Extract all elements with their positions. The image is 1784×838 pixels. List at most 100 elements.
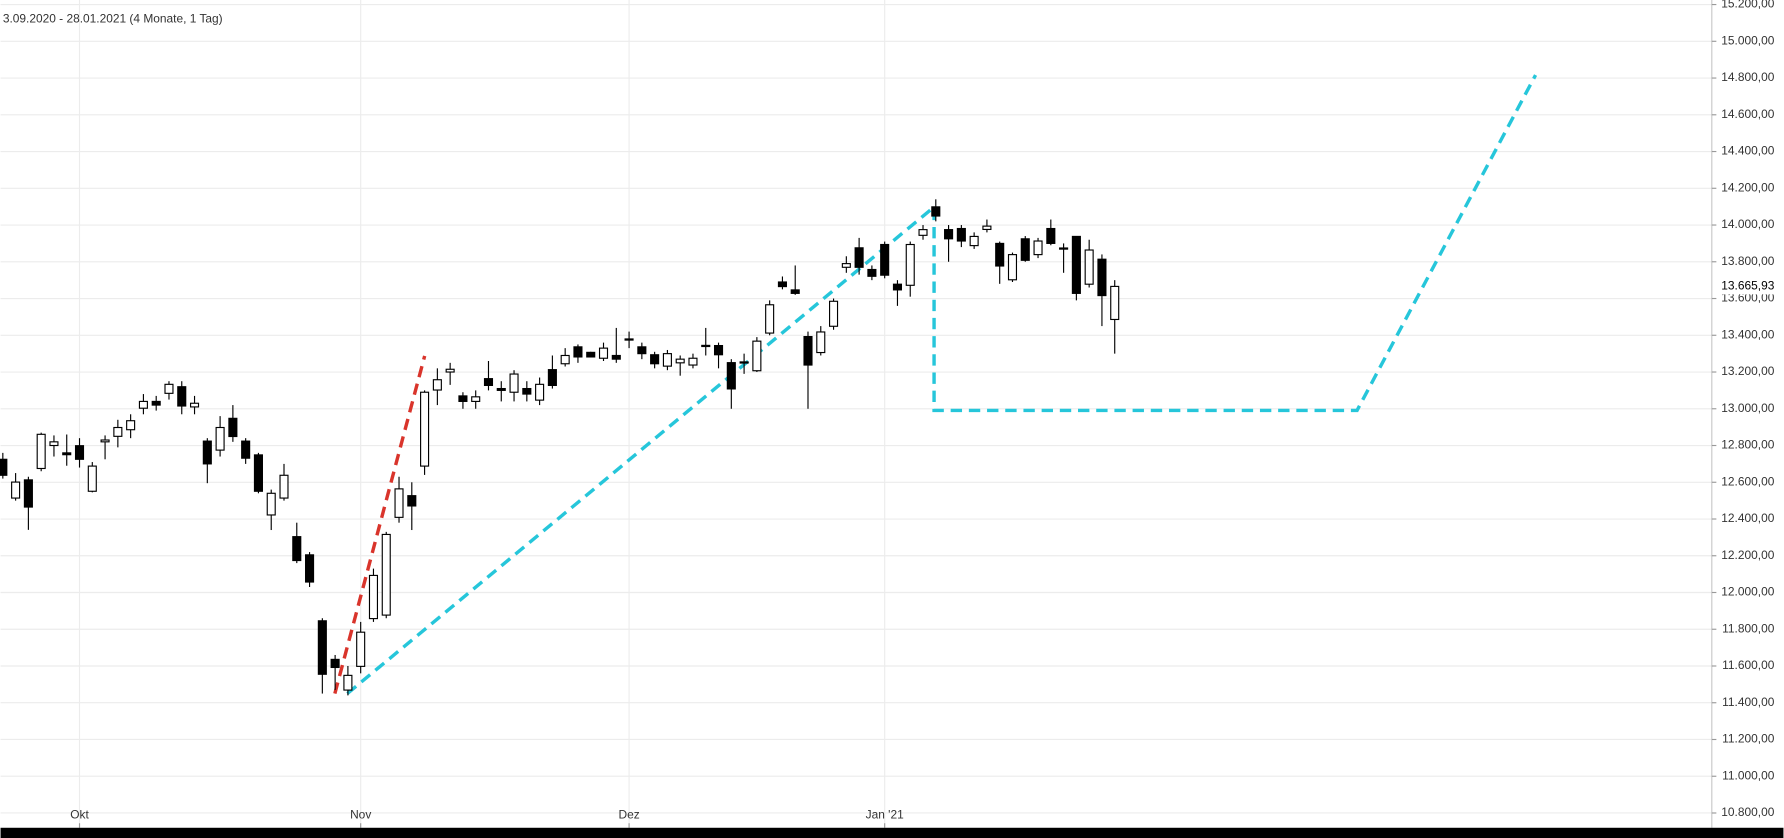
candle-body	[343, 674, 353, 691]
candle-body	[918, 229, 928, 236]
candle-body	[931, 206, 941, 217]
candle-body	[1110, 285, 1120, 321]
candle-body	[407, 495, 417, 507]
y-tick-label: 12.000,00	[1721, 585, 1774, 599]
candle-body	[292, 536, 302, 562]
y-tick-label: 13.400,00	[1721, 327, 1774, 341]
candle-body	[305, 554, 315, 583]
candle-body	[483, 378, 494, 387]
candle-body	[458, 395, 468, 402]
candle-body	[381, 533, 391, 616]
candle-body	[215, 426, 225, 451]
y-tick-label: 15.200,00	[1721, 0, 1774, 11]
candle-body	[36, 433, 46, 470]
bottom-bar	[0, 827, 1784, 838]
candle-body	[573, 346, 583, 358]
candle-body	[752, 340, 762, 372]
y-tick-label: 13.200,00	[1721, 364, 1774, 378]
candle-body	[1046, 227, 1056, 244]
y-tick-label: 14.600,00	[1721, 107, 1774, 121]
x-tick-label: Jan '21	[866, 807, 904, 821]
candle-body	[23, 479, 33, 508]
candle-body	[624, 338, 634, 341]
candle-body	[177, 386, 187, 407]
candle-body	[611, 354, 621, 360]
candle-body	[944, 229, 954, 240]
candle-body	[560, 354, 570, 365]
candle-body	[0, 458, 8, 476]
candle-body	[701, 344, 711, 348]
candles	[0, 199, 1120, 696]
y-tick-label: 14.200,00	[1721, 180, 1774, 194]
candle-body	[164, 383, 174, 394]
y-tick-label: 14.000,00	[1721, 217, 1774, 231]
candle-body	[726, 362, 736, 390]
candle-body	[739, 361, 749, 364]
grid	[0, 0, 1712, 828]
candle-body	[87, 465, 97, 492]
y-tick-label: 13.000,00	[1721, 401, 1774, 415]
axes: 10.800,00 11.000,00 11.200,00 11.400,00 11.6…	[70, 0, 1779, 828]
last-price-label: 13.665,93	[1721, 279, 1774, 293]
y-tick-label: 11.000,00	[1722, 768, 1775, 782]
candle-body	[867, 268, 877, 277]
y-tick-label: 10.800,00	[1721, 805, 1774, 819]
candle-body	[713, 344, 724, 356]
candle-body	[765, 304, 775, 334]
candle-body	[522, 387, 532, 395]
candle-body	[420, 391, 430, 467]
candle-body	[547, 369, 557, 387]
candle-body	[394, 488, 404, 518]
candle-body	[1071, 235, 1081, 294]
y-tick-label: 14.800,00	[1721, 70, 1774, 84]
y-tick-label: 12.800,00	[1721, 438, 1774, 452]
candle-body	[74, 445, 85, 460]
y-tick-label: 11.600,00	[1722, 658, 1775, 672]
candle-body	[816, 331, 826, 354]
candle-body	[113, 426, 123, 437]
candle-body	[126, 420, 136, 431]
candle-body	[317, 620, 327, 675]
candle-body	[982, 225, 992, 231]
y-tick-label: 11.800,00	[1722, 621, 1775, 635]
candle-body	[509, 373, 519, 393]
candle-body	[905, 243, 915, 286]
y-tick-label: 12.200,00	[1721, 548, 1774, 562]
candle-body	[330, 658, 340, 669]
last-price-box	[1715, 278, 1779, 295]
candle-body	[266, 492, 276, 516]
candle-body	[138, 400, 148, 409]
y-tick-label: 12.400,00	[1721, 511, 1774, 525]
candle-body	[100, 439, 110, 443]
trend-line-red[interactable]	[333, 355, 427, 695]
candle-body	[241, 440, 251, 459]
candle-body	[803, 335, 813, 366]
candle-body	[1059, 247, 1069, 250]
candle-body	[432, 379, 442, 391]
candle-body	[675, 358, 685, 364]
candle-body	[892, 283, 903, 291]
x-tick-label: Okt	[70, 807, 89, 821]
candle-body	[1097, 258, 1107, 297]
candle-body	[445, 368, 455, 373]
candle-body	[279, 474, 289, 499]
candle-body	[62, 452, 72, 456]
y-tick-label: 11.400,00	[1722, 695, 1775, 709]
y-tick-label: 15.000,00	[1721, 33, 1774, 47]
candle-body	[956, 227, 966, 242]
candle-body	[202, 440, 212, 465]
candle-body	[496, 387, 506, 391]
candle-body	[880, 243, 890, 276]
y-tick-label: 12.600,00	[1721, 474, 1774, 488]
x-tick-label: Nov	[350, 807, 371, 821]
candle-body	[1020, 238, 1030, 261]
candle-body	[49, 441, 59, 447]
trend-line-cyan[interactable]	[346, 74, 1538, 695]
candle-body	[368, 574, 379, 620]
candle-body	[356, 631, 366, 667]
candle-body	[1033, 240, 1043, 256]
candle-body	[189, 402, 200, 408]
